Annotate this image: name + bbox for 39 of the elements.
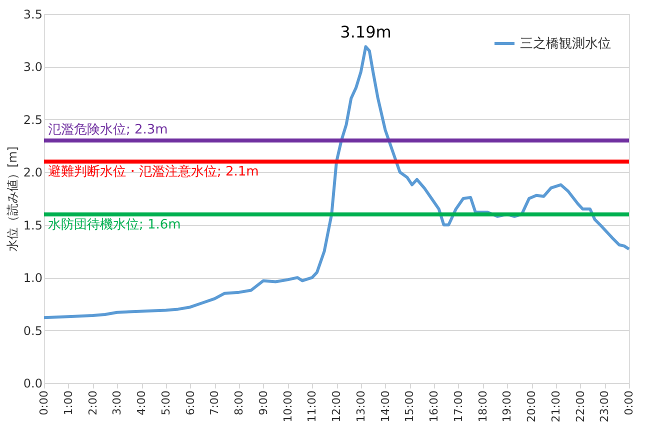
x-tick-label: 14:00 xyxy=(378,390,392,422)
x-tick-label: 1:00 xyxy=(62,390,75,416)
y-tick-label: 0.5 xyxy=(23,324,42,338)
x-tick-label: 21:00 xyxy=(549,390,562,422)
y-tick-label: 0.0 xyxy=(23,376,42,390)
x-tick-label: 19:00 xyxy=(500,390,514,422)
x-tick-label: 3:00 xyxy=(110,390,124,416)
x-tick-label: 22:00 xyxy=(574,390,587,422)
y-tick-label: 1.5 xyxy=(23,218,42,232)
x-tick-label: 18:00 xyxy=(476,390,490,422)
x-tick-label: 6:00 xyxy=(184,390,197,416)
x-tick-label: 11:00 xyxy=(306,390,319,422)
legend-label: 三之橋観測水位 xyxy=(520,36,611,52)
ref-line-label: 氾濫危険水位; 2.3m xyxy=(48,122,168,138)
x-tick-label: 9:00 xyxy=(256,390,270,416)
ref-line-label: 水防団待機水位; 1.6m xyxy=(48,217,181,232)
y-tick-label: 2.5 xyxy=(23,112,42,127)
x-tick-label: 8:00 xyxy=(232,390,246,416)
y-tick-label: 3.0 xyxy=(23,60,42,74)
x-tick-label: 10:00 xyxy=(281,390,294,422)
x-tick-label: 0:00 xyxy=(622,390,636,416)
x-tick-label: 2:00 xyxy=(86,390,100,416)
x-tick-label: 13:00 xyxy=(354,390,368,422)
x-tick-label: 7:00 xyxy=(208,390,222,416)
ref-line-label: 避難判断水位・氾濫注意水位; 2.1m xyxy=(48,164,259,180)
x-tick-label: 20:00 xyxy=(525,390,538,422)
y-tick-label: 2.0 xyxy=(23,166,42,180)
x-tick-label: 17:00 xyxy=(452,390,465,422)
x-tick-label: 23:00 xyxy=(598,390,612,422)
x-tick-label: 0:00 xyxy=(38,390,50,416)
x-tick-label: 16:00 xyxy=(428,390,440,422)
x-tick-label: 4:00 xyxy=(135,390,148,416)
x-tick-label: 12:00 xyxy=(330,390,343,422)
x-tick-label: 5:00 xyxy=(159,390,172,416)
y-tick-label: 1.0 xyxy=(23,271,42,286)
y-tick-label: 3.5 xyxy=(23,8,42,22)
x-tick-label: 15:00 xyxy=(403,390,416,422)
y-axis-title: 水位（読み値）[m] xyxy=(5,146,20,252)
annotation: 3.19m xyxy=(340,22,392,42)
